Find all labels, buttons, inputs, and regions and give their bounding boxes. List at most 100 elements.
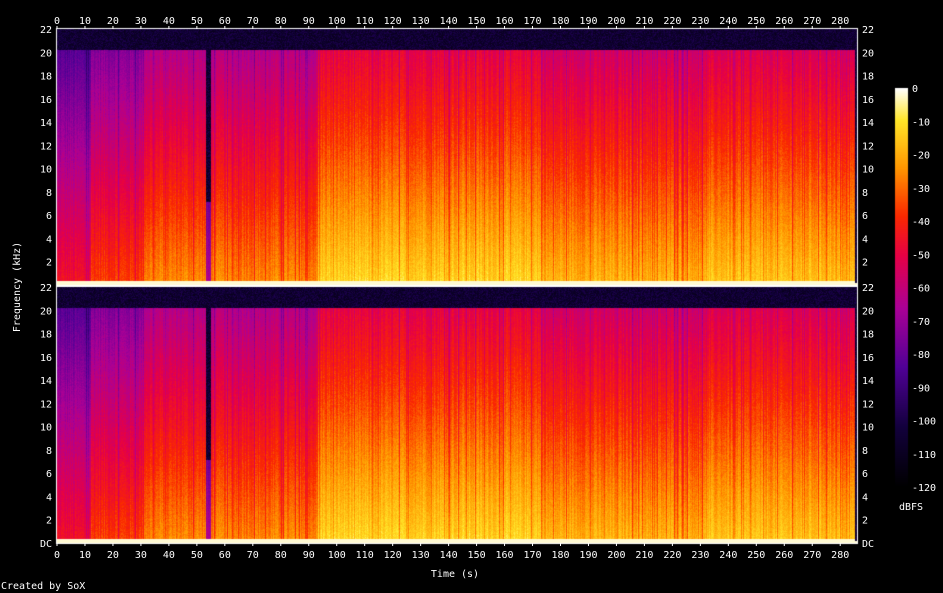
x-tick-top-50: 50	[191, 16, 203, 27]
x-tick-bottom-190: 190	[579, 550, 597, 561]
x-tick-bottom-110: 110	[356, 550, 374, 561]
y-tick-right-10: 10	[862, 423, 874, 434]
x-tick-bottom-0: 0	[54, 550, 60, 561]
x-tick-bottom-150: 150	[468, 550, 486, 561]
y-tick-left-10: 10	[40, 165, 52, 176]
y-tick-right-12: 12	[862, 141, 874, 152]
x-tick-top-10: 10	[79, 16, 91, 27]
y-tick-left-4: 4	[46, 492, 52, 503]
x-ticks-bottom: 0 10 20 30 40 50 60 70 80 90 100 110 120 130 140 150 160…	[54, 543, 849, 561]
x-tick-top-240: 240	[719, 16, 737, 27]
x-tick-top-120: 120	[384, 16, 402, 27]
y-tick-right-20: 20	[862, 306, 874, 317]
y-tick-right-16: 16	[862, 353, 874, 364]
x-tick-bottom-170: 170	[523, 550, 541, 561]
y-tick-right-6: 6	[862, 211, 868, 222]
y-tick-right-2: 2	[862, 516, 868, 527]
colorbar-tick--20: -20	[912, 151, 930, 162]
x-tick-top-30: 30	[135, 16, 147, 27]
colorbar-tick--70: -70	[912, 317, 930, 328]
x-tick-top-70: 70	[247, 16, 259, 27]
y-tick-left-DC: DC	[40, 539, 52, 550]
x-tick-top-210: 210	[635, 16, 653, 27]
y-tick-right-8: 8	[862, 446, 868, 457]
x-tick-top-90: 90	[303, 16, 315, 27]
y-tick-left-8: 8	[46, 446, 52, 457]
y-tick-left-4: 4	[46, 234, 52, 245]
x-tick-top-110: 110	[356, 16, 374, 27]
x-tick-top-60: 60	[219, 16, 231, 27]
x-tick-top-280: 280	[831, 16, 849, 27]
x-tick-bottom-280: 280	[831, 550, 849, 561]
x-tick-bottom-120: 120	[384, 550, 402, 561]
x-tick-top-140: 140	[440, 16, 458, 27]
x-tick-top-250: 250	[747, 16, 765, 27]
x-tick-bottom-60: 60	[219, 550, 231, 561]
x-tick-bottom-240: 240	[719, 550, 737, 561]
x-tick-top-200: 200	[607, 16, 625, 27]
y-tick-left-14: 14	[40, 376, 52, 387]
y-tick-left-20: 20	[40, 306, 52, 317]
x-tick-bottom-130: 130	[412, 550, 430, 561]
x-tick-bottom-50: 50	[191, 550, 203, 561]
y-tick-right-4: 4	[862, 492, 868, 503]
colorbar-tick--10: -10	[912, 117, 930, 128]
colorbar-ticks: 0 -10 -20 -30 -40 -50 -60 -70 -80 -90 -100 -110 -120	[912, 84, 936, 494]
x-tick-top-260: 260	[775, 16, 793, 27]
x-tick-bottom-30: 30	[135, 550, 147, 561]
x-tick-bottom-140: 140	[440, 550, 458, 561]
x-tick-top-170: 170	[523, 16, 541, 27]
y-tick-left-16: 16	[40, 95, 52, 106]
y-tick-left-12: 12	[40, 141, 52, 152]
y-tick-left-14: 14	[40, 118, 52, 129]
y-tick-left-6: 6	[46, 211, 52, 222]
y-tick-left-20: 20	[40, 48, 52, 59]
colorbar-tick--120: -120	[912, 483, 936, 494]
x-tick-top-150: 150	[468, 16, 486, 27]
x-ticks-top: 0 10 20 30 40 50 60 70 80 90 100 110 120 130 140 150 160…	[54, 16, 849, 29]
y-tick-left-16: 16	[40, 353, 52, 364]
x-tick-top-0: 0	[54, 16, 60, 27]
x-tick-top-80: 80	[275, 16, 287, 27]
x-tick-top-190: 190	[579, 16, 597, 27]
x-tick-bottom-40: 40	[163, 550, 175, 561]
y-axis-label: Frequency (kHz)	[12, 242, 23, 332]
y-tick-right-14: 14	[862, 118, 874, 129]
x-tick-bottom-210: 210	[635, 550, 653, 561]
y-ticks-right: 2 4 6 8 10 12 14 16 18 20 22 DC 2 4 6 8 10 12 14 16 18 20 22	[862, 25, 874, 550]
colorbar-tick--40: -40	[912, 217, 930, 228]
y-tick-left-2: 2	[46, 258, 52, 269]
x-tick-top-180: 180	[551, 16, 569, 27]
y-tick-right-16: 16	[862, 95, 874, 106]
x-tick-bottom-160: 160	[496, 550, 514, 561]
x-tick-top-20: 20	[107, 16, 119, 27]
x-tick-top-270: 270	[803, 16, 821, 27]
x-tick-bottom-260: 260	[775, 550, 793, 561]
x-tick-bottom-90: 90	[303, 550, 315, 561]
y-tick-right-18: 18	[862, 330, 874, 341]
y-ticks-left: 2 4 6 8 10 12 14 16 18 20 22 DC 2 4 6 8 10 12 14 16 18 20 22	[40, 25, 52, 550]
y-tick-right-14: 14	[862, 376, 874, 387]
x-tick-bottom-270: 270	[803, 550, 821, 561]
colorbar-tick--110: -110	[912, 450, 936, 461]
x-tick-bottom-20: 20	[107, 550, 119, 561]
y-tick-right-DC: DC	[862, 539, 874, 550]
x-tick-bottom-220: 220	[663, 550, 681, 561]
colorbar-tick-0: 0	[912, 84, 918, 95]
y-tick-left-18: 18	[40, 330, 52, 341]
y-tick-left-18: 18	[40, 72, 52, 83]
x-tick-top-160: 160	[496, 16, 514, 27]
y-tick-left-10: 10	[40, 423, 52, 434]
y-tick-right-22: 22	[862, 25, 874, 36]
credit-text: Created by SoX	[1, 581, 85, 592]
x-tick-top-230: 230	[691, 16, 709, 27]
x-tick-top-130: 130	[412, 16, 430, 27]
y-tick-left-12: 12	[40, 399, 52, 410]
x-tick-bottom-200: 200	[607, 550, 625, 561]
colorbar-tick--100: -100	[912, 417, 936, 428]
colorbar-tick--30: -30	[912, 184, 930, 195]
x-tick-top-220: 220	[663, 16, 681, 27]
y-tick-left-22: 22	[40, 25, 52, 36]
y-tick-left-2: 2	[46, 516, 52, 527]
x-tick-bottom-250: 250	[747, 550, 765, 561]
